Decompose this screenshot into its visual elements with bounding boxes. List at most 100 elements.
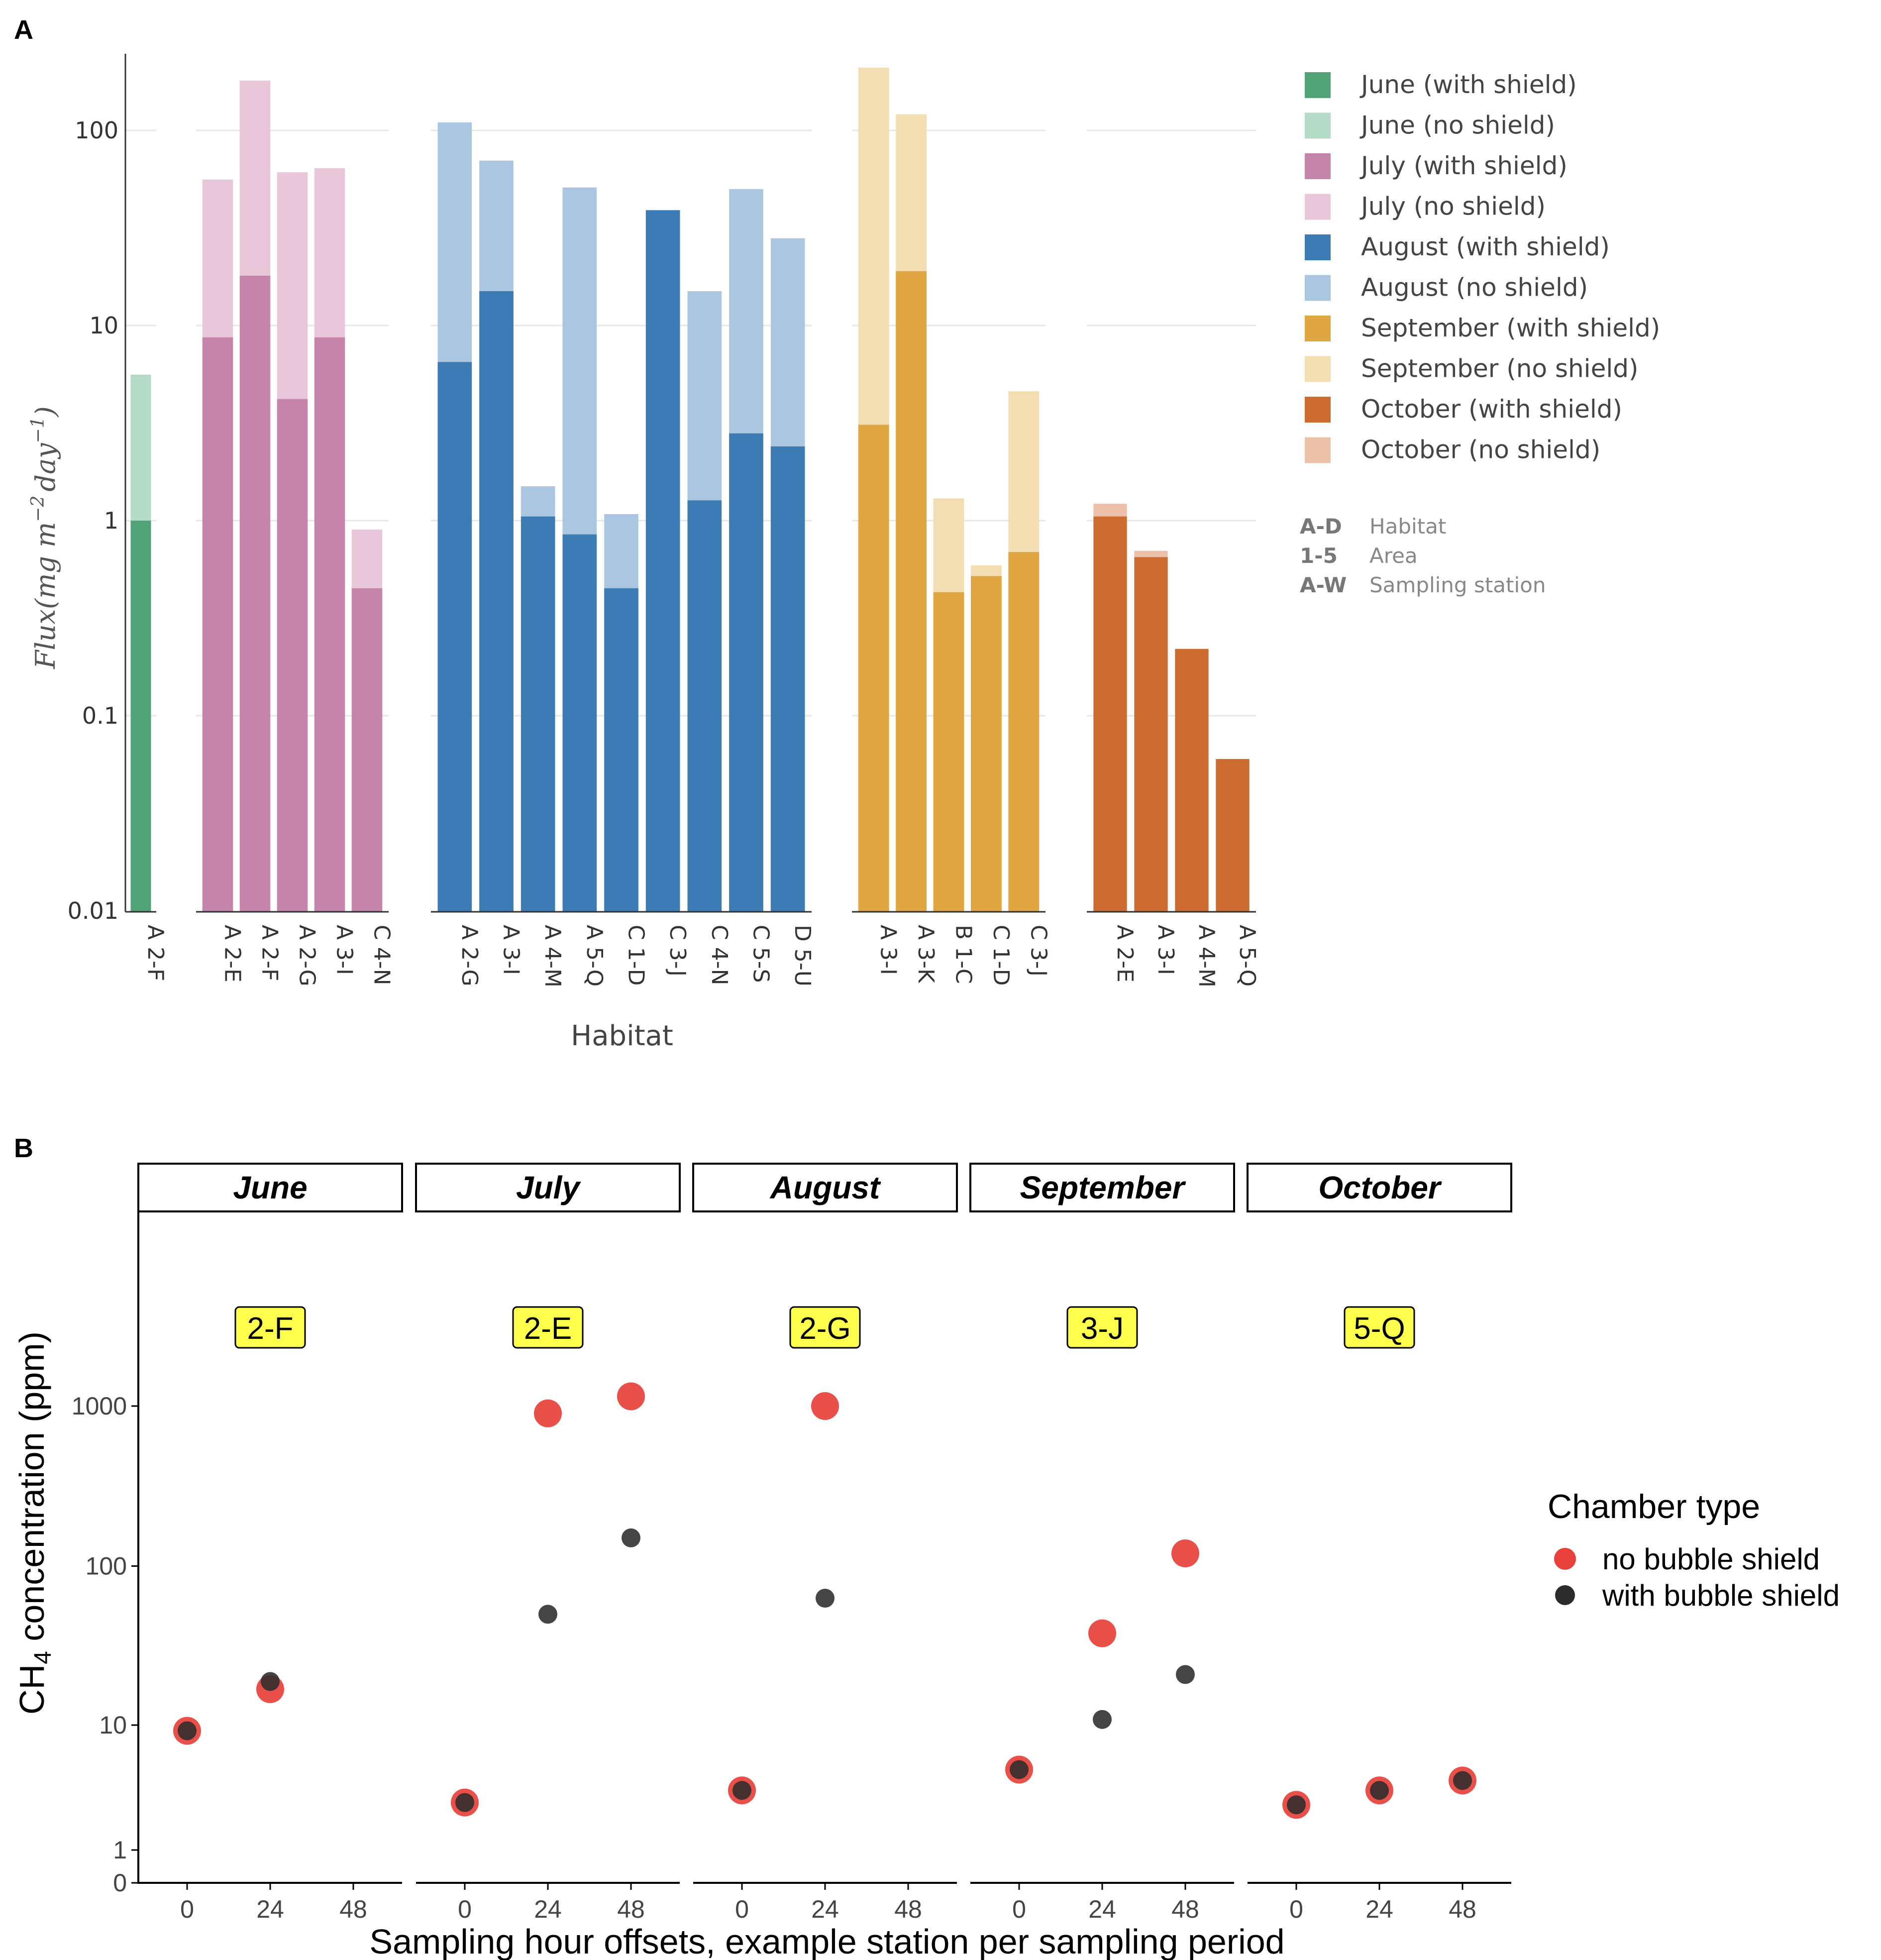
category-label-august-5-S: C 5-S: [748, 925, 774, 983]
legend-swatch-6: [1305, 316, 1331, 341]
panel-b-y-axis-title: CH4 concentration (ppm): [12, 1331, 56, 1715]
bar-september-1-C-with-shield: [933, 592, 964, 912]
bar-october-2-E-with-shield: [1093, 516, 1127, 912]
point-with-shield-august-0: [732, 1781, 751, 1800]
point-with-shield-june-0: [178, 1721, 197, 1741]
legend-label-4: August (with shield): [1361, 232, 1610, 261]
legend-swatch-2: [1305, 153, 1331, 179]
y-tick-label-b-10: 10: [99, 1711, 127, 1739]
panel-b-facet-strips: June July August September October: [137, 1163, 1512, 1212]
point-no-shield-july-24: [534, 1399, 562, 1427]
category-label-july-3-I: A 3-I: [332, 925, 357, 975]
station-badge-2-F: [234, 1306, 306, 1349]
x-tick-label-july-0: 0: [458, 1895, 472, 1923]
point-no-shield-september-24: [1088, 1619, 1116, 1647]
category-label-august-3-J: C 3-J: [665, 925, 690, 977]
point-with-shield-september-0: [1010, 1760, 1029, 1779]
bar-august-2-G-with-shield: [437, 362, 472, 912]
legend-label-5: August (no shield): [1361, 273, 1588, 302]
panel-b-label: B: [14, 1133, 33, 1163]
panel-a-y-axis-title: Flux(mg m−2 day−1): [28, 406, 61, 669]
category-label-august-3-I: A 3-I: [499, 925, 524, 975]
panel-a-label: A: [14, 15, 33, 45]
category-label-august-2-G: A 2-G: [457, 925, 482, 986]
key-code-2: A-W: [1300, 573, 1347, 597]
legend-swatch-8: [1305, 397, 1331, 423]
y-tick-label-b-1: 1: [113, 1836, 127, 1864]
legend-swatch-4: [1305, 234, 1331, 260]
panel-a-category-labels: A 2-F A 2-E A 2-F A 2-G A 3-I C 4-N A 2-G A 3-I…: [143, 925, 1260, 987]
key-code-1: 1-5: [1300, 544, 1338, 568]
legend-swatch-0: [1305, 72, 1331, 98]
bar-august-3-J-with-shield: [645, 210, 680, 912]
y-tick-label-b-100: 100: [86, 1552, 127, 1580]
legend-label-7: September (no shield): [1361, 354, 1638, 383]
x-tick-label-july-48: 48: [617, 1895, 645, 1923]
station-badge-3-J: [1066, 1306, 1138, 1349]
bar-september-3-I-with-shield: [858, 425, 889, 912]
bar-october-4-M-with-shield: [1175, 649, 1209, 912]
category-label-august-1-D: C 1-D: [624, 925, 649, 985]
strip-september: [969, 1163, 1235, 1212]
station-badge-5-Q: [1344, 1306, 1415, 1349]
ylabel-sup2: −1: [28, 417, 48, 443]
point-with-shield-june-24: [261, 1672, 280, 1691]
category-label-september-3-J: C 3-J: [1026, 925, 1051, 977]
legend-label-1: June (no shield): [1359, 111, 1555, 140]
category-label-august-5-U: D 5-U: [790, 925, 815, 986]
y-tick-label-b-1000: 1000: [72, 1392, 127, 1420]
category-label-september-3-I: A 3-I: [876, 925, 901, 975]
legend-label-8: October (with shield): [1361, 395, 1622, 424]
bar-july-3-I-with-shield: [314, 337, 345, 912]
point-with-shield-july-48: [622, 1528, 640, 1547]
legend-b-marker-0: [1554, 1548, 1576, 1570]
legend-b-label-1: with bubble shield: [1602, 1579, 1840, 1612]
point-with-shield-september-24: [1093, 1710, 1112, 1729]
ylabel-close: ): [30, 406, 61, 417]
key-desc-0: Habitat: [1369, 514, 1446, 539]
x-tick-label-june-24: 24: [256, 1895, 284, 1923]
station-label-5-Q: 5-Q: [1354, 1311, 1405, 1346]
station-label-2-F: 2-F: [247, 1311, 294, 1346]
bar-august-4-N-with-shield: [687, 500, 722, 912]
legend-label-9: October (no shield): [1361, 436, 1600, 464]
bar-july-2-G-with-shield: [277, 399, 308, 912]
strip-august: [692, 1163, 958, 1212]
strip-label-september: September: [1020, 1170, 1186, 1205]
strip-label-october: October: [1318, 1170, 1442, 1205]
bar-october-5-Q-with-shield: [1216, 759, 1250, 912]
ylabel-sub: 4: [30, 1651, 56, 1664]
category-label-july-2-G: A 2-G: [295, 925, 320, 986]
legend-label-2: July (with shield): [1359, 151, 1568, 180]
category-label-september-3-K: A 3-K: [913, 925, 939, 983]
panel-a-y-ticks: 0.01 0.1 1 10 100: [68, 117, 118, 924]
key-desc-2: Sampling station: [1369, 573, 1546, 597]
station-label-2-E: 2-E: [524, 1311, 572, 1346]
y-tick-label-0.1: 0.1: [82, 702, 118, 729]
point-with-shield-september-48: [1176, 1665, 1195, 1684]
legend-swatch-9: [1305, 437, 1331, 463]
category-label-october-2-E: A 2-E: [1112, 925, 1138, 982]
category-label-september-1-C: B 1-C: [951, 925, 976, 984]
station-label-2-G: 2-G: [799, 1311, 850, 1346]
x-tick-label-june-48: 48: [339, 1895, 367, 1923]
key-code-0: A-D: [1300, 514, 1342, 539]
point-with-shield-october-0: [1287, 1795, 1306, 1815]
y-tick-label-b-0: 0: [113, 1869, 127, 1897]
bar-june-2-F-with-shield: [130, 521, 151, 912]
panel-a-x-axis-title: Habitat: [571, 1020, 673, 1052]
point-with-shield-july-0: [455, 1793, 474, 1812]
strip-october: [1247, 1163, 1512, 1212]
y-tick-label-0.01: 0.01: [68, 897, 118, 924]
strip-label-august: August: [769, 1170, 881, 1205]
category-label-october-3-I: A 3-I: [1153, 925, 1178, 975]
legend-b-marker-1: [1555, 1585, 1575, 1605]
bar-september-3-J-with-shield: [1008, 552, 1040, 912]
category-label-august-4-N: C 4-N: [707, 925, 732, 985]
point-with-shield-august-24: [816, 1589, 835, 1608]
panel-a-axes: [124, 54, 1256, 913]
x-tick-label-october-48: 48: [1449, 1895, 1476, 1923]
strip-july: [415, 1163, 681, 1212]
